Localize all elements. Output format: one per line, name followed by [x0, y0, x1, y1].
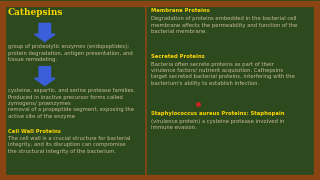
Text: group of proteolytic enzymes (endopeptides);
protein degradation, antigen presen: group of proteolytic enzymes (endopeptid… [8, 44, 133, 62]
Text: Bacteria often secrete proteins as part of their
virulence factors/ nutrient acq: Bacteria often secrete proteins as part … [151, 62, 295, 86]
Text: Cell Wall Proteins: Cell Wall Proteins [8, 129, 61, 134]
Text: The cell wall is a crucial structure for bacterial
integrity, and its disruption: The cell wall is a crucial structure for… [8, 136, 131, 154]
Text: Staphylococcus aureus Proteins: Staphopain: Staphylococcus aureus Proteins: Staphopa… [151, 111, 285, 116]
Text: Cathepsins: Cathepsins [8, 8, 63, 17]
Text: Degradation of proteins embedded in the bacterial cell
membrane affects the perm: Degradation of proteins embedded in the … [151, 16, 298, 34]
Text: (virulence protein) a cysteine protease involved in
immune evasion.: (virulence protein) a cysteine protease … [151, 119, 285, 130]
Text: cysteine, aspartic, and serine protease families.
Produced in inactive precursor: cysteine, aspartic, and serine protease … [8, 88, 135, 119]
Text: Membrane Proteins: Membrane Proteins [151, 8, 210, 13]
Polygon shape [35, 67, 55, 86]
Text: Secreted Proteins: Secreted Proteins [151, 54, 205, 59]
Polygon shape [35, 23, 55, 41]
